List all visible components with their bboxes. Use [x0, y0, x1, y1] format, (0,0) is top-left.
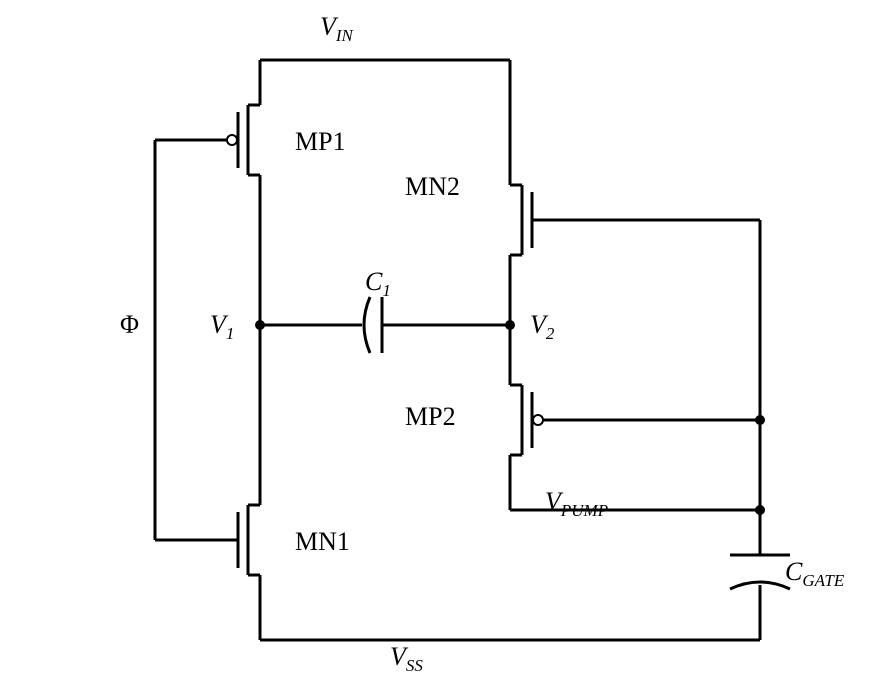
MN1-label: MN1 [295, 527, 350, 556]
phi-label: Φ [120, 310, 139, 339]
circuit-schematic: MP1 MN1 MN2 MP2 C1 CGATE Φ V1 V2 VIN VSS VPUMP [0, 0, 887, 677]
VIN-label: VIN [320, 12, 355, 45]
junction-dot [755, 505, 765, 515]
VPUMP-label: VPUMP [545, 487, 608, 520]
MP1-pmos-bubble [227, 135, 237, 145]
CGATE-label: CGATE [785, 557, 845, 590]
MP2-label: MP2 [405, 402, 456, 431]
C1-left-plate [364, 297, 370, 353]
MP2-pmos-bubble [533, 415, 543, 425]
MN2-label: MN2 [405, 172, 460, 201]
V2-label: V2 [530, 310, 555, 343]
junction-dot [755, 415, 765, 425]
VSS-label: VSS [390, 642, 423, 675]
C1-label: C1 [365, 267, 391, 300]
MP1-label: MP1 [295, 127, 346, 156]
junction-dot [255, 320, 265, 330]
junction-dot [505, 320, 515, 330]
V1-label: V1 [210, 310, 234, 343]
